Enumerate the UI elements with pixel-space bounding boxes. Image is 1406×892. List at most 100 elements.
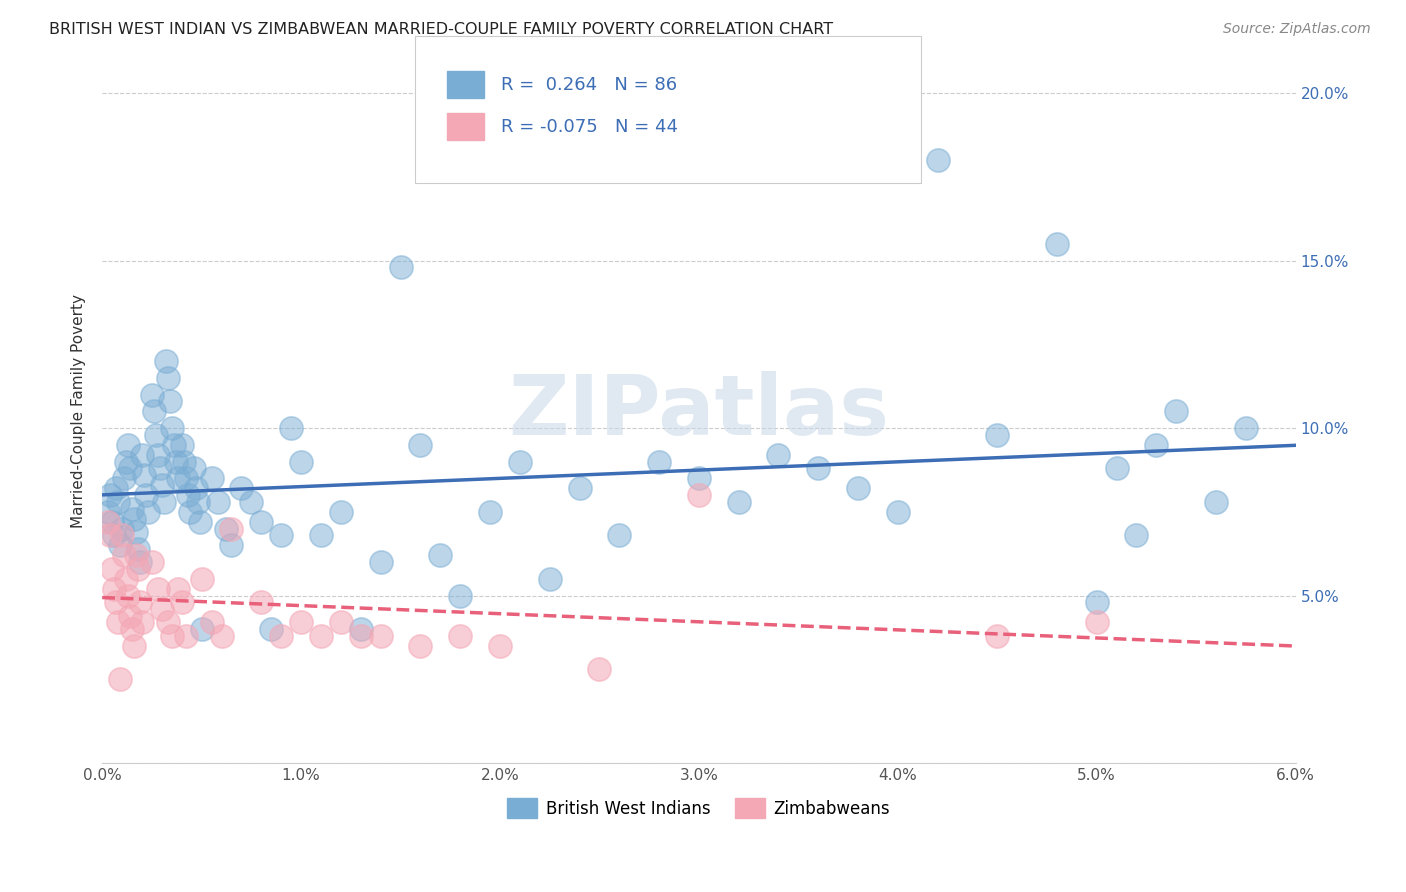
Point xyxy=(1085,595,1108,609)
Point xyxy=(221,538,243,552)
Point xyxy=(290,455,312,469)
Point xyxy=(290,615,312,630)
Legend: British West Indians, Zimbabweans: British West Indians, Zimbabweans xyxy=(501,791,897,825)
Point xyxy=(588,662,610,676)
Point xyxy=(149,461,172,475)
Point xyxy=(449,589,471,603)
Point xyxy=(270,629,292,643)
Point xyxy=(688,488,710,502)
Point xyxy=(170,595,193,609)
Y-axis label: Married-Couple Family Poverty: Married-Couple Family Poverty xyxy=(72,294,86,528)
Point xyxy=(101,515,124,529)
Point xyxy=(111,522,134,536)
Point xyxy=(350,629,373,643)
Point xyxy=(141,387,163,401)
Point xyxy=(120,608,142,623)
Point xyxy=(184,482,207,496)
Point xyxy=(329,615,352,630)
Point xyxy=(309,528,332,542)
Point xyxy=(449,629,471,643)
Point xyxy=(146,448,169,462)
Point xyxy=(648,455,671,469)
Point xyxy=(121,501,143,516)
Point xyxy=(105,482,128,496)
Point xyxy=(112,471,135,485)
Point xyxy=(129,595,152,609)
Point xyxy=(1144,438,1167,452)
Point xyxy=(142,404,165,418)
Point xyxy=(489,639,512,653)
Point xyxy=(117,438,139,452)
Point xyxy=(105,595,128,609)
Point xyxy=(231,482,253,496)
Point xyxy=(768,448,790,462)
Point xyxy=(688,471,710,485)
Point xyxy=(986,629,1008,643)
Point xyxy=(250,515,273,529)
Point xyxy=(127,541,149,556)
Point xyxy=(846,482,869,496)
Point xyxy=(122,639,145,653)
Point xyxy=(927,153,949,167)
Point xyxy=(97,515,120,529)
Point xyxy=(1046,236,1069,251)
Point xyxy=(98,488,121,502)
Point xyxy=(159,394,181,409)
Point xyxy=(131,615,153,630)
Point xyxy=(221,522,243,536)
Point xyxy=(107,495,129,509)
Point xyxy=(98,528,121,542)
Point xyxy=(125,549,148,563)
Point xyxy=(163,438,186,452)
Point xyxy=(370,629,392,643)
Point xyxy=(207,495,229,509)
Point xyxy=(807,461,830,475)
Point xyxy=(250,595,273,609)
Point xyxy=(115,572,138,586)
Point xyxy=(141,555,163,569)
Point xyxy=(183,461,205,475)
Point xyxy=(108,538,131,552)
Point xyxy=(1105,461,1128,475)
Point xyxy=(1166,404,1188,418)
Point xyxy=(170,438,193,452)
Point xyxy=(260,622,283,636)
Point xyxy=(1085,615,1108,630)
Point xyxy=(607,528,630,542)
Point xyxy=(409,639,432,653)
Point xyxy=(125,524,148,539)
Point xyxy=(190,572,212,586)
Text: ZIPatlas: ZIPatlas xyxy=(509,371,890,452)
Point xyxy=(568,482,591,496)
Point xyxy=(145,427,167,442)
Point xyxy=(187,495,209,509)
Point xyxy=(173,455,195,469)
Point xyxy=(132,468,155,483)
Point xyxy=(389,260,412,275)
Point xyxy=(103,582,125,596)
Point xyxy=(115,455,138,469)
Point xyxy=(201,615,224,630)
Point xyxy=(155,354,177,368)
Point xyxy=(108,673,131,687)
Point xyxy=(280,421,302,435)
Point xyxy=(107,615,129,630)
Point xyxy=(179,505,201,519)
Point xyxy=(117,589,139,603)
Point xyxy=(150,478,173,492)
Point xyxy=(1234,421,1257,435)
Point xyxy=(201,471,224,485)
Point xyxy=(190,622,212,636)
Point xyxy=(1205,495,1227,509)
Point xyxy=(329,505,352,519)
Point xyxy=(479,505,502,519)
Point xyxy=(174,629,197,643)
Point xyxy=(156,371,179,385)
Text: R =  0.264   N = 86: R = 0.264 N = 86 xyxy=(501,76,676,94)
Point xyxy=(727,495,749,509)
Point xyxy=(409,438,432,452)
Point xyxy=(146,582,169,596)
Point xyxy=(211,629,233,643)
Point xyxy=(120,461,142,475)
Point xyxy=(131,448,153,462)
